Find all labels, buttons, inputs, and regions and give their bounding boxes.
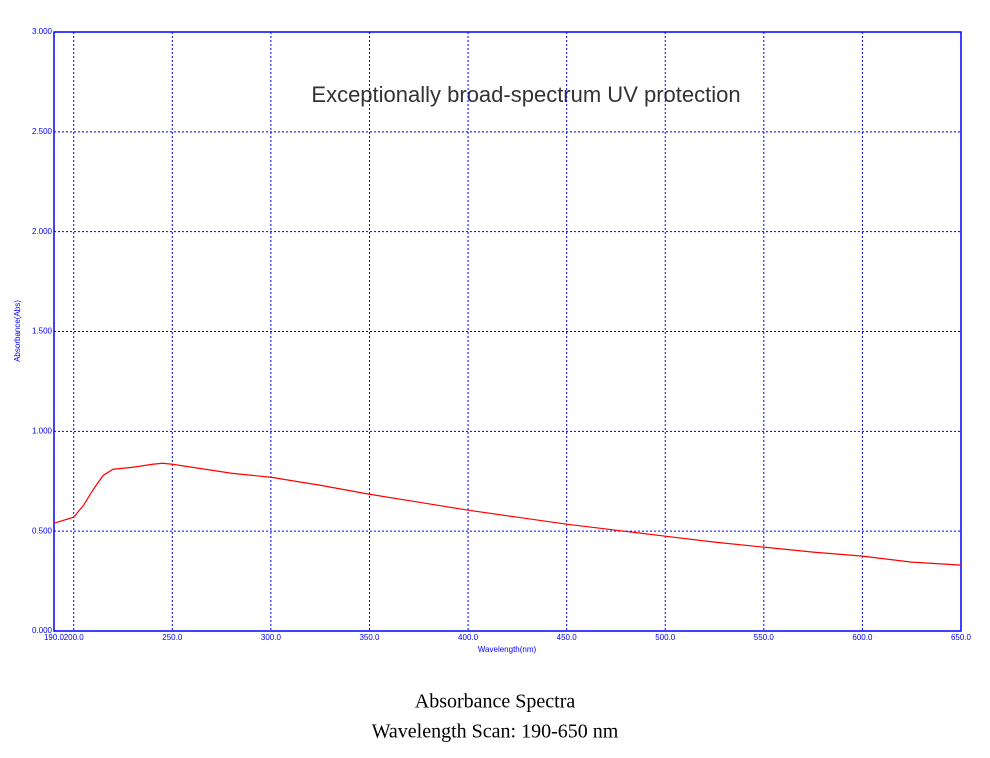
x-tick-label: 200.0	[64, 633, 85, 642]
y-axis-label: Absorbance(Abs)	[13, 300, 22, 362]
data-line	[53, 462, 962, 566]
y-tick-label: 2.000	[32, 227, 53, 236]
x-tick-label: 250.0	[162, 633, 183, 642]
x-tick-label: 400.0	[458, 633, 479, 642]
chart-title: Absorbance Spectra	[415, 691, 576, 713]
annotation: Exceptionally broad-spectrum UV protecti…	[311, 82, 740, 107]
y-tick-label: 1.000	[32, 426, 53, 435]
x-tick-label: 550.0	[754, 633, 775, 642]
x-tick-label: 500.0	[655, 633, 676, 642]
y-tick-label: 1.500	[32, 327, 53, 336]
y-tick-label: 0.000	[32, 626, 53, 635]
y-tick-label: 0.500	[32, 526, 53, 535]
x-tick-label: 300.0	[261, 633, 282, 642]
x-tick-label: 450.0	[557, 633, 578, 642]
x-axis-label: Wavelength(nm)	[478, 645, 537, 654]
y-tick-label: 2.500	[32, 127, 53, 136]
chart-subtitle: Wavelength Scan: 190-650 nm	[372, 721, 619, 743]
y-tick-label: 3.000	[32, 27, 53, 36]
plot-frame	[53, 31, 962, 632]
x-tick-label: 650.0	[951, 633, 972, 642]
x-tick-label: 600.0	[852, 633, 873, 642]
x-tick-label: 190.0	[44, 633, 65, 642]
x-tick-label: 350.0	[359, 633, 380, 642]
